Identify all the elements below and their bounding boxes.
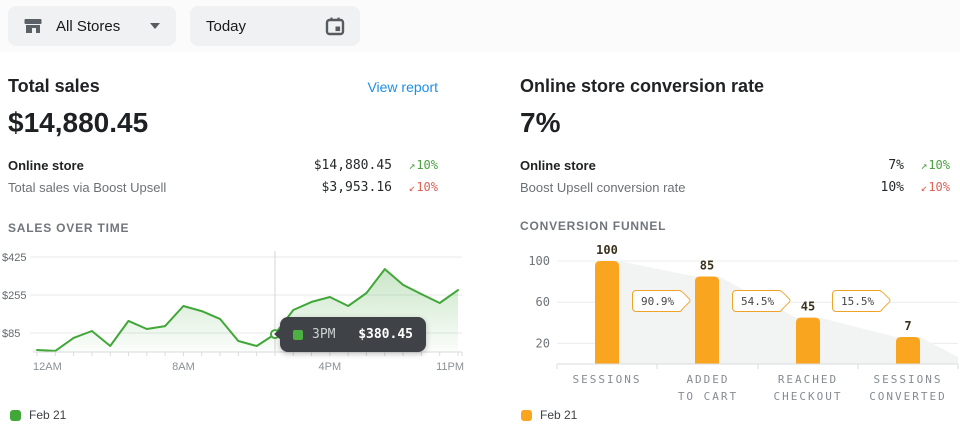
metric-label: Online store [520, 157, 596, 173]
funnel-rate-badge: 54.5% [732, 290, 784, 312]
legend-label: Feb 21 [29, 408, 67, 422]
total-sales-breakdown: Online store $14,880.45 ↗10% Total sales… [8, 154, 438, 198]
x-axis-label: 4PM [319, 361, 342, 373]
y-axis-label: 100 [528, 254, 550, 268]
store-filter-label: All Stores [56, 17, 121, 35]
legend-swatch-orange [521, 409, 532, 421]
total-sales-title: Total sales [8, 76, 100, 96]
funnel-bar[interactable] [796, 317, 820, 364]
funnel-bar[interactable] [595, 261, 619, 364]
funnel-rate-badge: 15.5% [832, 290, 884, 312]
funnel-legend: Feb 21 [521, 408, 577, 422]
bar-value-label: 100 [596, 243, 618, 257]
metric-delta-down: ↙10% [408, 180, 438, 194]
metric-value: 10% [880, 179, 904, 195]
sales-over-time-label: SALES OVER TIME [8, 221, 130, 235]
chart-tooltip: 3PM $380.45 [274, 317, 426, 352]
funnel-category-sessions: SESSIONS [572, 373, 642, 386]
metric-delta-down: ↙10% [920, 180, 950, 194]
conversion-breakdown: Online store 7% ↗10% Boost Upsell conver… [520, 154, 950, 198]
funnel-category-added-to-cart: ADDED TO CART [677, 373, 739, 403]
view-report-link[interactable]: View report [367, 78, 438, 95]
y-axis-label: $425 [2, 252, 26, 264]
metric-delta-up: ↗10% [920, 158, 950, 172]
total-sales-header: Total sales View report [8, 76, 438, 97]
metric-row-boost-upsell: Total sales via Boost Upsell $3,953.16 ↙… [8, 176, 438, 198]
metric-label: Boost Upsell conversion rate [520, 179, 686, 195]
legend-swatch-green [10, 409, 21, 421]
metric-row-online-store: Online store $14,880.45 ↗10% [8, 154, 438, 176]
conversion-title: Online store conversion rate [520, 76, 765, 96]
funnel-bar[interactable] [896, 337, 920, 364]
x-axis-label: 12AM [33, 361, 62, 373]
metric-delta-up: ↗10% [408, 158, 438, 172]
metric-value: 7% [888, 157, 904, 173]
bar-value-label: 7 [904, 319, 911, 333]
date-filter-label: Today [206, 17, 247, 35]
conversion-value: 7% [520, 107, 561, 138]
metric-value: $3,953.16 [321, 179, 392, 195]
store-icon [22, 15, 44, 37]
arrow-up-icon: ↗ [408, 159, 416, 172]
arrow-up-icon: ↗ [920, 159, 928, 172]
y-axis-label: 60 [536, 295, 550, 309]
x-axis-label: 8AM [172, 361, 195, 373]
funnel-rate-badge: 90.9% [632, 290, 684, 312]
y-axis-label: $255 [2, 290, 26, 302]
x-axis-label: 11PM [436, 361, 464, 373]
total-sales-value: $14,880.45 [8, 107, 149, 138]
conversion-funnel-chart[interactable]: 100 60 20 100 85 45 7 [520, 243, 960, 380]
sales-legend: Feb 21 [10, 408, 66, 422]
funnel-category-reached-checkout: REACHED CHECKOUT [773, 373, 843, 403]
metric-label: Online store [8, 157, 84, 173]
y-axis-label: $85 [2, 328, 20, 340]
sales-line [36, 268, 459, 352]
metric-row-online-store-rate: Online store 7% ↗10% [520, 154, 950, 176]
store-filter-button[interactable]: All Stores [8, 6, 176, 46]
tooltip-series-swatch [293, 329, 303, 340]
tooltip-value: $380.45 [358, 327, 413, 342]
legend-label: Feb 21 [540, 408, 578, 422]
bar-value-label: 45 [801, 300, 815, 314]
funnel-category-sessions-converted: SESSIONS CONVERTED [869, 373, 947, 403]
sales-line-chart[interactable]: $425 $255 $85 12AM 8AM 4PM 11PM [0, 243, 470, 380]
filter-toolbar: All Stores Today [0, 0, 960, 52]
chevron-down-icon [150, 23, 160, 29]
conversion-funnel-label: CONVERSION FUNNEL [520, 219, 667, 233]
funnel-bar[interactable] [695, 276, 719, 364]
metric-row-boost-rate: Boost Upsell conversion rate 10% ↙10% [520, 176, 950, 198]
calendar-icon [324, 15, 346, 37]
arrow-down-icon: ↙ [920, 181, 928, 194]
metric-value: $14,880.45 [313, 157, 392, 173]
arrow-down-icon: ↙ [408, 181, 416, 194]
date-filter-button[interactable]: Today [190, 6, 360, 46]
y-axis-label: 20 [536, 336, 550, 350]
tooltip-time: 3PM [312, 327, 336, 342]
bar-value-label: 85 [700, 258, 714, 272]
metric-label: Total sales via Boost Upsell [8, 179, 167, 195]
conversion-header: Online store conversion rate [520, 76, 950, 97]
